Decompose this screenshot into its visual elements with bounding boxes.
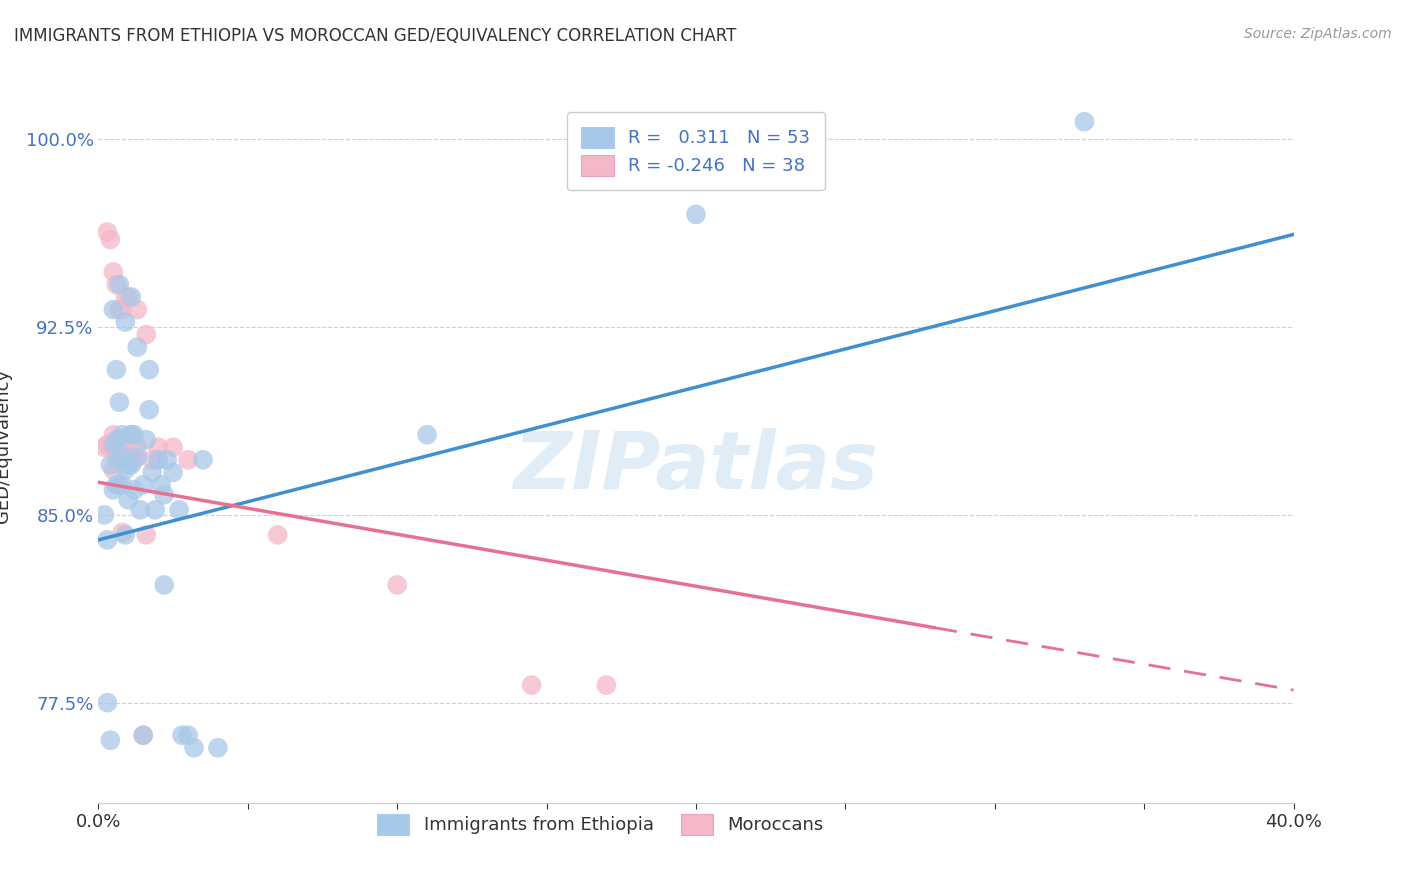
Point: [105, 433, 128, 447]
Point: [150, 478, 173, 492]
Point: [98, 458, 122, 472]
Point: [127, 440, 149, 454]
Point: [156, 452, 179, 467]
Point: [111, 302, 134, 317]
Point: [96, 225, 118, 239]
Point: [138, 362, 160, 376]
Point: [685, 207, 707, 221]
Point: [177, 728, 200, 742]
Point: [108, 277, 131, 292]
Point: [108, 478, 131, 492]
Point: [93, 508, 115, 522]
Point: [120, 427, 142, 442]
Point: [98, 232, 122, 246]
Point: [114, 463, 136, 477]
Point: [135, 433, 157, 447]
Y-axis label: GED/Equivalency: GED/Equivalency: [0, 369, 11, 523]
Point: [138, 402, 160, 417]
Point: [98, 440, 122, 454]
Point: [105, 362, 128, 376]
Point: [177, 452, 200, 467]
Point: [127, 450, 149, 465]
Point: [93, 440, 115, 454]
Point: [108, 395, 131, 409]
Point: [267, 528, 290, 542]
Point: [103, 302, 125, 317]
Point: [120, 458, 142, 472]
Point: [207, 740, 229, 755]
Point: [129, 503, 152, 517]
Point: [117, 458, 139, 472]
Point: [141, 465, 163, 479]
Point: [117, 492, 139, 507]
Point: [96, 438, 118, 452]
Point: [124, 483, 146, 497]
Point: [135, 528, 157, 542]
Point: [98, 733, 122, 747]
Point: [148, 440, 170, 454]
Point: [127, 340, 149, 354]
Point: [111, 427, 134, 442]
Point: [416, 427, 439, 442]
Point: [132, 478, 155, 492]
Point: [143, 503, 166, 517]
Point: [117, 440, 139, 454]
Point: [141, 452, 163, 467]
Point: [103, 265, 125, 279]
Point: [183, 740, 205, 755]
Point: [105, 440, 128, 454]
Point: [153, 578, 176, 592]
Point: [124, 427, 146, 442]
Point: [132, 728, 155, 742]
Point: [114, 452, 136, 467]
Point: [108, 302, 131, 317]
Point: [108, 452, 131, 467]
Point: [111, 478, 134, 492]
Point: [96, 696, 118, 710]
Point: [111, 452, 134, 467]
Point: [108, 440, 131, 454]
Text: Source: ZipAtlas.com: Source: ZipAtlas.com: [1244, 27, 1392, 41]
Point: [124, 452, 146, 467]
Point: [114, 315, 136, 329]
Point: [111, 440, 134, 454]
Point: [153, 488, 176, 502]
Point: [162, 465, 184, 479]
Point: [172, 728, 194, 742]
Point: [111, 448, 134, 462]
Point: [132, 728, 155, 742]
Point: [96, 533, 118, 547]
Point: [520, 678, 543, 692]
Point: [105, 277, 128, 292]
Point: [1073, 114, 1095, 128]
Point: [162, 440, 184, 454]
Point: [103, 438, 125, 452]
Point: [103, 427, 125, 442]
Text: ZIPatlas: ZIPatlas: [513, 428, 879, 507]
Point: [191, 452, 214, 467]
Text: IMMIGRANTS FROM ETHIOPIA VS MOROCCAN GED/EQUIVALENCY CORRELATION CHART: IMMIGRANTS FROM ETHIOPIA VS MOROCCAN GED…: [14, 27, 737, 45]
Point: [120, 290, 142, 304]
Point: [105, 478, 128, 492]
Point: [108, 445, 131, 459]
Point: [167, 503, 190, 517]
Legend: Immigrants from Ethiopia, Moroccans: Immigrants from Ethiopia, Moroccans: [368, 805, 832, 844]
Point: [103, 463, 125, 477]
Point: [385, 578, 409, 592]
Point: [114, 290, 136, 304]
Point: [148, 452, 170, 467]
Point: [117, 290, 139, 304]
Point: [114, 528, 136, 542]
Point: [595, 678, 617, 692]
Point: [135, 327, 157, 342]
Point: [127, 302, 149, 317]
Point: [120, 427, 142, 442]
Point: [103, 483, 125, 497]
Point: [148, 452, 170, 467]
Point: [105, 452, 128, 467]
Point: [111, 525, 134, 540]
